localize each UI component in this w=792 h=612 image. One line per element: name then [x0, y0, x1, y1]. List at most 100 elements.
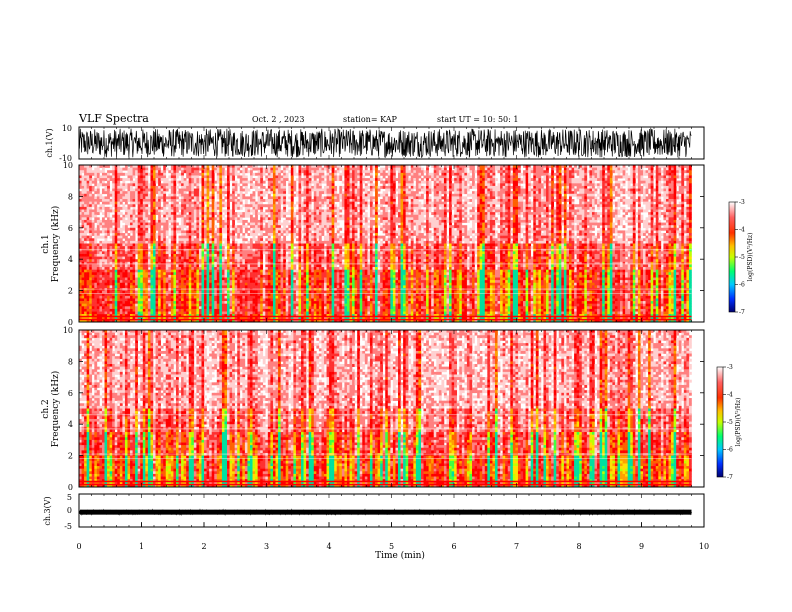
spectrogram-cell	[92, 257, 95, 260]
spectrogram-cell	[99, 175, 102, 178]
spectrogram-cell	[87, 264, 90, 267]
spectrogram-cell	[105, 291, 108, 294]
spectrogram-cell	[125, 238, 128, 241]
spectrogram-cell	[107, 254, 110, 257]
spectrogram-cell	[89, 212, 92, 215]
spectrogram-cell	[117, 283, 120, 286]
spectrogram-cell	[133, 204, 136, 207]
spectrogram-cell	[92, 309, 95, 312]
spectrogram-cell	[143, 246, 146, 249]
spectrogram-cell	[99, 194, 102, 197]
spectrogram-cell	[87, 191, 90, 194]
spectrogram-cell	[92, 228, 95, 231]
spectrogram-cell	[102, 270, 105, 273]
spectrogram-cell	[143, 212, 146, 215]
spectrogram-cell	[82, 186, 85, 189]
spectrogram-cell	[99, 280, 102, 283]
spectrogram-cell	[133, 285, 136, 288]
spectrogram-cell	[138, 199, 141, 202]
spectrogram-cell	[94, 196, 97, 199]
spectrogram-cell	[140, 257, 143, 260]
spectrogram-cell	[120, 309, 123, 312]
spectrogram-cell	[115, 207, 118, 210]
spectrogram-cell	[140, 196, 143, 199]
spectrogram-cell	[148, 306, 151, 309]
spectrogram-cell	[122, 272, 125, 275]
spectrogram-cell	[97, 173, 100, 176]
spectrogram-cell	[105, 225, 108, 228]
spectrogram-cell	[112, 249, 115, 252]
spectrogram-cell	[125, 285, 128, 288]
spectrogram-cell	[110, 220, 113, 223]
spectrogram-cell	[135, 301, 138, 304]
spectrogram-cell	[140, 262, 143, 265]
spectrogram-cell	[125, 288, 128, 291]
spectrogram-cell	[102, 230, 105, 233]
spectrogram-cell	[110, 251, 113, 254]
spectrogram-cell	[105, 275, 108, 278]
spectrogram-cell	[105, 301, 108, 304]
spectrogram-cell	[97, 212, 100, 215]
spectrogram-cell	[143, 301, 146, 304]
spectrogram-cell	[145, 270, 148, 273]
spectrogram-cell	[143, 278, 146, 281]
spectrogram-cell	[140, 275, 143, 278]
spectrogram-cell	[135, 267, 138, 270]
spectrogram-cell	[99, 236, 102, 239]
spectrogram-cell	[84, 291, 87, 294]
spectrogram-cell	[138, 178, 141, 181]
spectrogram-cell	[143, 298, 146, 301]
spectrogram-cell	[125, 278, 128, 281]
spectrogram-cell	[97, 207, 100, 210]
spectrogram-cell	[84, 183, 87, 186]
spectrogram-cell	[99, 296, 102, 299]
spectrogram-cell	[97, 291, 100, 294]
spectrogram-cell	[87, 291, 90, 294]
spectrogram-cell	[89, 207, 92, 210]
spectrogram-cell	[102, 283, 105, 286]
spectrogram-cell	[127, 199, 130, 202]
spectrogram-cell	[94, 298, 97, 301]
spectrogram-cell	[115, 168, 118, 171]
spectrogram-cell	[94, 254, 97, 257]
spectrogram-cell	[94, 215, 97, 218]
spectrogram-cell	[145, 298, 148, 301]
spectrogram-cell	[107, 301, 110, 304]
spectrogram-cell	[105, 251, 108, 254]
spectrogram-cell	[87, 189, 90, 192]
spectrogram-cell	[138, 225, 141, 228]
spectrogram-cell	[125, 312, 128, 315]
spectrogram-cell	[138, 194, 141, 197]
spectrogram-cell	[87, 262, 90, 265]
spectrogram-cell	[143, 175, 146, 178]
spectrogram-cell	[87, 280, 90, 283]
spectrogram-cell	[87, 259, 90, 262]
spectrogram-cell	[127, 238, 130, 241]
spectrogram-cell	[120, 283, 123, 286]
spectrogram-cell	[94, 257, 97, 260]
spectrogram-cell	[143, 249, 146, 252]
spectrogram-cell	[87, 309, 90, 312]
spectrogram-cell	[120, 249, 123, 252]
spectrogram-cell	[135, 283, 138, 286]
spectrogram-cell	[148, 283, 151, 286]
spectrogram-cell	[92, 270, 95, 273]
spectrogram-cell	[82, 291, 85, 294]
spectrogram-cell	[82, 251, 85, 254]
spectrogram-cell	[89, 199, 92, 202]
spectrogram-cell	[89, 170, 92, 173]
spectrogram-cell	[130, 209, 133, 212]
spectrogram-cell	[138, 304, 141, 307]
spectrogram-cell	[135, 309, 138, 312]
spectrogram-cell	[140, 236, 143, 239]
spectrogram-cell	[130, 215, 133, 218]
spectrogram-cell	[112, 288, 115, 291]
spectrogram-cell	[143, 189, 146, 192]
spectrogram-cell	[110, 199, 113, 202]
spectrogram-cell	[84, 181, 87, 184]
spectrogram-cell	[89, 288, 92, 291]
spectrogram-cell	[82, 244, 85, 247]
spectrogram-cell	[127, 246, 130, 249]
spectrogram-cell	[84, 223, 87, 226]
spectrogram-cell	[135, 202, 138, 205]
